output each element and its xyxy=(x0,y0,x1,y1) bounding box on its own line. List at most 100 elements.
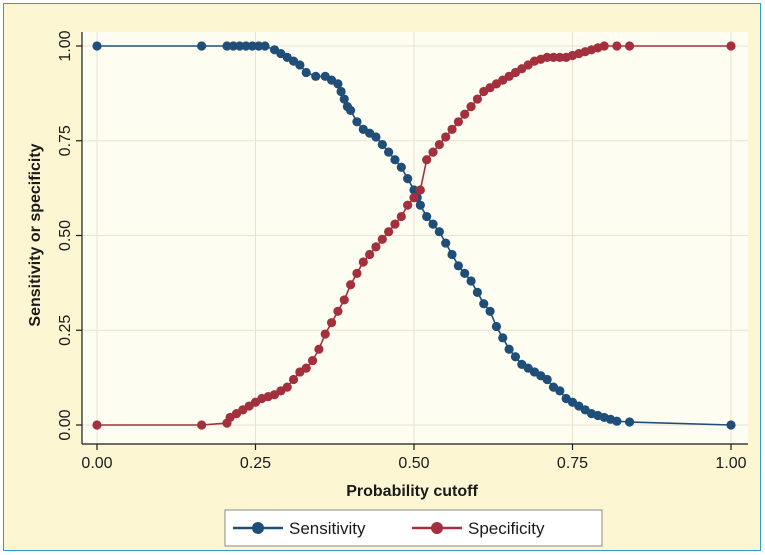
sensitivity-point xyxy=(441,238,451,248)
specificity-point xyxy=(447,124,457,134)
sensitivity-point xyxy=(339,94,349,104)
sensitivity-point xyxy=(333,79,343,89)
specificity-point xyxy=(428,147,438,157)
specificity-point xyxy=(92,420,102,430)
sensitivity-point xyxy=(510,352,521,362)
sensitivity-point xyxy=(92,41,102,51)
sensitivity-point xyxy=(485,306,495,316)
sensitivity-point xyxy=(254,41,264,51)
specificity-point xyxy=(396,211,406,222)
legend-sensitivity-label: Sensitivity xyxy=(289,519,366,538)
specificity-point xyxy=(472,94,482,104)
sensitivity-point xyxy=(352,117,362,127)
sensitivity-point xyxy=(447,249,457,260)
specificity-point xyxy=(460,109,470,119)
sensitivity-point xyxy=(390,155,400,165)
sensitivity-point xyxy=(504,344,514,354)
sensitivity-point xyxy=(542,374,552,385)
x-tick-label: 1.00 xyxy=(715,455,746,472)
sensitivity-point xyxy=(422,211,432,222)
legend-specificity-label: Specificity xyxy=(468,519,545,538)
specificity-point xyxy=(333,306,343,316)
specificity-point xyxy=(422,155,432,165)
sensitivity-point xyxy=(247,41,257,51)
specificity-point xyxy=(548,52,559,62)
specificity-point xyxy=(415,185,425,195)
specificity-point xyxy=(307,355,318,366)
specificity-point xyxy=(282,382,292,392)
sensitivity-point xyxy=(384,147,394,157)
x-tick-label: 0.00 xyxy=(81,455,112,472)
sensitivity-point xyxy=(612,416,622,426)
sensitivity-point xyxy=(491,321,502,332)
sensitivity-point xyxy=(371,132,381,142)
sensitivity-point xyxy=(466,276,476,286)
legend-specificity-marker xyxy=(431,522,443,534)
specificity-point xyxy=(403,200,413,210)
specificity-series xyxy=(92,41,736,430)
x-axis-title: Probability cutoff xyxy=(346,483,478,500)
specificity-point xyxy=(453,117,463,127)
specificity-point xyxy=(409,193,419,203)
series-layer xyxy=(92,41,736,430)
specificity-point xyxy=(434,139,444,150)
specificity-point xyxy=(346,280,356,290)
sensitivity-point xyxy=(346,105,356,116)
plot-area xyxy=(82,32,748,444)
specificity-point xyxy=(301,363,311,373)
sensitivity-point xyxy=(479,299,489,309)
sensitivity-point xyxy=(396,162,406,172)
specificity-point xyxy=(599,41,609,51)
specificity-point xyxy=(377,234,387,244)
specificity-point xyxy=(726,41,736,51)
sensitivity-point xyxy=(260,41,270,51)
sensitivity-point xyxy=(472,287,482,297)
sensitivity-point xyxy=(460,268,470,278)
y-tick-label: 0.00 xyxy=(57,409,74,440)
specificity-point xyxy=(384,227,394,237)
specificity-point xyxy=(390,219,400,229)
x-tick-label: 0.25 xyxy=(240,455,271,472)
specificity-point xyxy=(371,242,381,252)
sensitivity-point xyxy=(235,41,245,51)
sensitivity-point xyxy=(415,200,425,210)
x-tick-label: 0.50 xyxy=(398,455,429,472)
specificity-point xyxy=(320,329,330,339)
specificity-point xyxy=(441,132,451,142)
sensitivity-point xyxy=(403,174,413,184)
specificity-point xyxy=(466,102,476,112)
y-tick-label: 1.00 xyxy=(57,30,74,61)
sensitivity-point xyxy=(409,185,419,195)
y-tick-label: 0.25 xyxy=(57,315,74,346)
specificity-point xyxy=(358,257,368,267)
y-tick-label: 0.50 xyxy=(57,220,74,251)
legend: Sensitivity Specificity xyxy=(224,509,603,547)
sensitivity-point xyxy=(311,71,321,81)
sensitivity-point xyxy=(624,417,635,427)
sensitivity-point xyxy=(428,219,438,229)
sensitivity-point xyxy=(301,67,311,78)
sensitivity-point xyxy=(336,86,346,97)
sensitivity-point xyxy=(222,41,232,51)
specificity-point xyxy=(624,41,635,51)
x-tick-label: 0.75 xyxy=(557,455,588,472)
specificity-point xyxy=(326,318,337,328)
sensitivity-series xyxy=(92,41,736,430)
sensitivity-point xyxy=(434,227,444,237)
axes: 0.00 0.25 0.50 0.75 1.00 0.00 0.25 0.50 0.75 1.00 xyxy=(57,30,748,472)
specificity-point xyxy=(365,249,375,260)
specificity-point xyxy=(555,52,565,62)
y-tick-label: 0.75 xyxy=(57,125,74,156)
sensitivity-point xyxy=(295,60,305,70)
sensitivity-point xyxy=(726,420,736,430)
specificity-point xyxy=(197,420,207,430)
sensitivity-point xyxy=(228,41,238,51)
y-axis-title: Sensitivity or specificity xyxy=(27,143,44,326)
specificity-point xyxy=(339,295,349,305)
specificity-point xyxy=(542,52,552,62)
sensitivity-point xyxy=(498,333,508,343)
specificity-point xyxy=(314,344,324,354)
sensitivity-point xyxy=(453,261,463,271)
sensitivity-point xyxy=(377,139,387,150)
